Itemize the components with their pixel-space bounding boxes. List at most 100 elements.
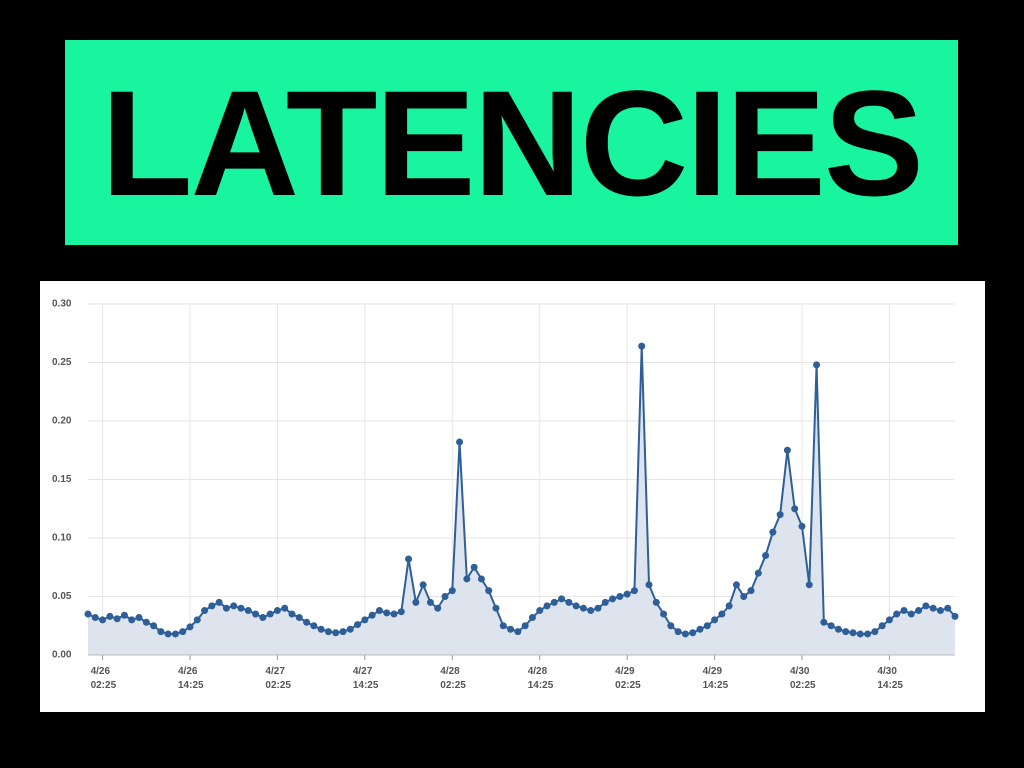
point <box>900 607 908 615</box>
point <box>120 611 128 619</box>
point <box>638 342 646 350</box>
point <box>623 590 631 598</box>
point <box>106 612 114 620</box>
point <box>725 602 733 610</box>
chart: 0.00 0.05 0.10 0.15 0.20 0.25 0.30 4/26 02:25 4/2… <box>40 281 985 712</box>
y-tick-label: 0.10 <box>52 533 72 544</box>
point <box>601 598 609 606</box>
point <box>783 446 791 454</box>
point <box>922 602 930 610</box>
point <box>186 623 194 631</box>
point <box>645 581 653 589</box>
point <box>142 618 150 626</box>
point <box>113 615 121 623</box>
point <box>252 610 260 618</box>
point <box>630 587 638 595</box>
point <box>543 602 551 610</box>
point <box>310 622 318 630</box>
point <box>135 614 143 622</box>
x-tick-label: 4/30 14:25 <box>877 666 903 691</box>
point <box>171 630 179 638</box>
point <box>769 528 777 536</box>
point <box>805 581 813 589</box>
point <box>681 630 689 638</box>
point <box>237 604 245 612</box>
point <box>834 625 842 633</box>
point <box>711 616 719 624</box>
point <box>405 555 413 563</box>
point <box>273 607 281 615</box>
point <box>339 628 347 636</box>
point <box>456 438 464 446</box>
point <box>463 575 471 583</box>
point <box>842 628 850 636</box>
point <box>354 621 362 629</box>
point <box>499 622 507 630</box>
point <box>390 610 398 618</box>
point <box>732 581 740 589</box>
point <box>689 629 697 637</box>
point <box>361 616 369 624</box>
point <box>616 593 624 600</box>
point <box>295 614 303 622</box>
point <box>259 614 267 622</box>
point <box>674 628 682 636</box>
point <box>281 604 289 612</box>
y-tick-label: 0.30 <box>52 299 72 310</box>
point <box>150 622 158 630</box>
point <box>849 629 857 637</box>
point <box>514 628 522 636</box>
point <box>266 610 274 618</box>
point <box>528 614 536 622</box>
point <box>470 563 478 571</box>
chart-title: LATENCIES <box>101 58 924 227</box>
point <box>419 581 427 589</box>
point <box>193 616 201 624</box>
y-tick-label: 0.00 <box>52 650 72 661</box>
point <box>718 610 726 618</box>
point <box>507 625 515 633</box>
point <box>434 604 442 612</box>
title-banner: LATENCIES <box>65 40 958 245</box>
point <box>813 361 821 369</box>
point <box>776 511 784 519</box>
x-tick-label: 4/30 02:25 <box>790 666 816 691</box>
point <box>667 622 675 630</box>
point <box>579 604 587 612</box>
point <box>91 614 99 622</box>
point <box>412 598 420 606</box>
point <box>864 630 872 638</box>
point <box>762 552 770 560</box>
x-tick-label: 4/26 14:25 <box>178 666 204 691</box>
point <box>652 598 660 606</box>
point <box>346 625 354 633</box>
point <box>375 607 383 615</box>
point <box>703 622 711 630</box>
point <box>521 622 529 630</box>
point <box>929 604 937 612</box>
point <box>951 612 959 620</box>
point <box>383 609 391 617</box>
point <box>215 598 223 606</box>
point <box>208 602 216 610</box>
x-tick-label: 4/28 02:25 <box>440 666 466 691</box>
x-tick-label: 4/28 14:25 <box>528 666 554 691</box>
point <box>587 607 595 615</box>
point <box>441 593 449 600</box>
point <box>565 598 573 606</box>
point <box>820 618 828 626</box>
point <box>609 595 617 603</box>
y-tick-label: 0.25 <box>52 357 72 368</box>
point <box>332 629 340 637</box>
point <box>944 604 952 612</box>
point <box>492 604 500 612</box>
x-tick-label: 4/29 14:25 <box>703 666 729 691</box>
point <box>324 628 332 636</box>
point <box>594 604 602 612</box>
y-tick-label: 0.20 <box>52 416 72 427</box>
point <box>303 618 311 626</box>
point <box>128 616 136 624</box>
point <box>885 616 893 624</box>
point <box>222 604 230 612</box>
